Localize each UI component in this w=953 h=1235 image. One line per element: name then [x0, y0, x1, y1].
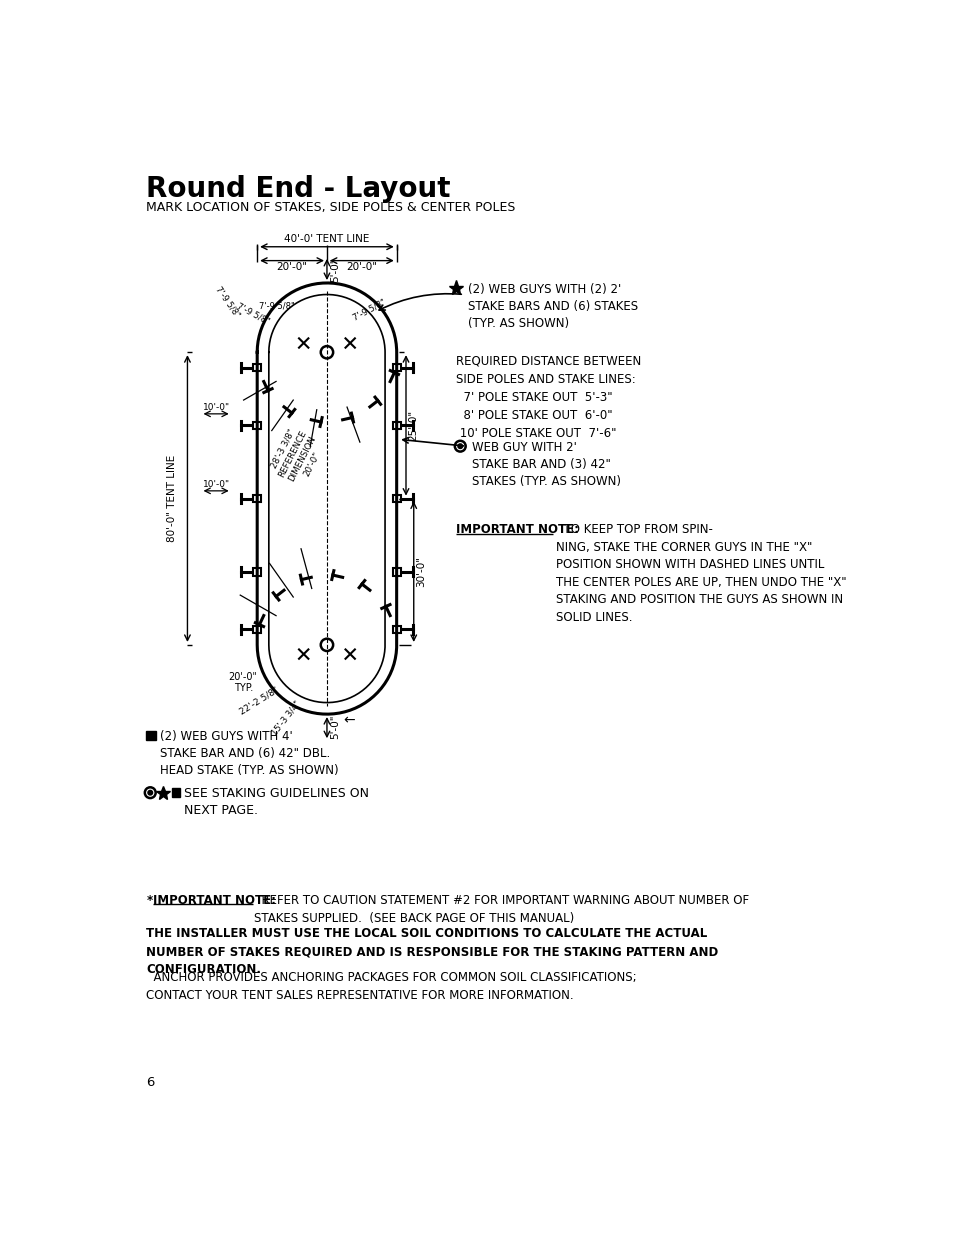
Text: 5'-0": 5'-0" [330, 258, 339, 282]
Text: 5'-0": 5'-0" [330, 715, 339, 740]
Text: *: * [146, 894, 152, 906]
Circle shape [148, 790, 152, 795]
Bar [253, 421, 261, 430]
Text: 28'-3 3/8"
REFERENCE
DIMENSION
20'-0": 28'-3 3/8" REFERENCE DIMENSION 20'-0" [267, 424, 328, 489]
Text: ←: ← [342, 714, 355, 727]
Bar [393, 364, 400, 372]
Bar [172, 788, 180, 797]
Text: SEE STAKING GUIDELINES ON
NEXT PAGE.: SEE STAKING GUIDELINES ON NEXT PAGE. [184, 787, 369, 818]
Text: 7'-9 5/8": 7'-9 5/8" [352, 298, 387, 322]
Bar [253, 626, 261, 634]
Text: 7'-9 5/8": 7'-9 5/8" [235, 301, 271, 326]
Bar [253, 568, 261, 576]
Text: 10'-0": 10'-0" [202, 480, 230, 489]
Bar [393, 626, 400, 634]
Bar [146, 731, 155, 740]
Text: 20'-0": 20'-0" [276, 262, 307, 272]
Text: (2) WEB GUYS WITH 4'
STAKE BAR AND (6) 42" DBL.
HEAD STAKE (TYP. AS SHOWN): (2) WEB GUYS WITH 4' STAKE BAR AND (6) 4… [160, 730, 338, 777]
Text: 22'-2 5/8": 22'-2 5/8" [237, 684, 279, 716]
Text: MARK LOCATION OF STAKES, SIDE POLES & CENTER POLES: MARK LOCATION OF STAKES, SIDE POLES & CE… [146, 200, 516, 214]
Text: 40'-0' TENT LINE: 40'-0' TENT LINE [284, 235, 369, 245]
Text: 80'-0" TENT LINE: 80'-0" TENT LINE [167, 454, 176, 542]
Text: TO KEEP TOP FROM SPIN-
NING, STAKE THE CORNER GUYS IN THE "X"
POSITION SHOWN WIT: TO KEEP TOP FROM SPIN- NING, STAKE THE C… [555, 524, 845, 624]
Text: IMPORTANT NOTE:: IMPORTANT NOTE: [153, 894, 276, 906]
Text: 20'-0": 20'-0" [346, 262, 377, 272]
Text: ANCHOR PROVIDES ANCHORING PACKAGES FOR COMMON SOIL CLASSIFICATIONS;
CONTACT YOUR: ANCHOR PROVIDES ANCHORING PACKAGES FOR C… [146, 972, 637, 1003]
Bar [253, 495, 261, 503]
Text: 25'-0": 25'-0" [408, 410, 417, 441]
Text: REQUIRED DISTANCE BETWEEN
SIDE POLES AND STAKE LINES:
  7' POLE STAKE OUT  5'-3": REQUIRED DISTANCE BETWEEN SIDE POLES AND… [456, 354, 641, 440]
Text: IMPORTANT NOTE:: IMPORTANT NOTE: [456, 524, 578, 536]
Text: 30'-0": 30'-0" [416, 556, 426, 587]
Text: 7'-9 5/8": 7'-9 5/8" [258, 301, 294, 310]
Text: 6: 6 [146, 1076, 154, 1089]
Text: 7'-9 5/8": 7'-9 5/8" [213, 285, 241, 320]
Bar [253, 364, 261, 372]
Bar [393, 568, 400, 576]
Text: 15'-3 3/4": 15'-3 3/4" [271, 699, 302, 737]
Text: Round End - Layout: Round End - Layout [146, 175, 451, 203]
Text: 20'-0"
TYP.: 20'-0" TYP. [229, 672, 257, 693]
Text: REFER TO CAUTION STATEMENT #2 FOR IMPORTANT WARNING ABOUT NUMBER OF
STAKES SUPPL: REFER TO CAUTION STATEMENT #2 FOR IMPORT… [253, 894, 748, 925]
Text: THE INSTALLER MUST USE THE LOCAL SOIL CONDITIONS TO CALCULATE THE ACTUAL
NUMBER : THE INSTALLER MUST USE THE LOCAL SOIL CO… [146, 927, 718, 977]
Text: 10'-0": 10'-0" [202, 404, 230, 412]
Text: WEB GUY WITH 2'
STAKE BAR AND (3) 42"
STAKES (TYP. AS SHOWN): WEB GUY WITH 2' STAKE BAR AND (3) 42" ST… [472, 441, 620, 488]
Bar [393, 495, 400, 503]
Circle shape [457, 443, 462, 448]
Text: (2) WEB GUYS WITH (2) 2'
STAKE BARS AND (6) STAKES
(TYP. AS SHOWN): (2) WEB GUYS WITH (2) 2' STAKE BARS AND … [468, 283, 638, 330]
Bar [393, 421, 400, 430]
